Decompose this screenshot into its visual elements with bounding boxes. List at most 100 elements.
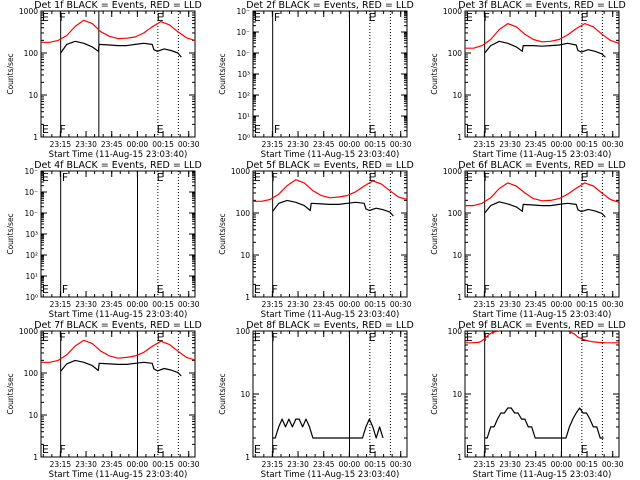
y-axis-label: Counts/sec <box>218 53 227 94</box>
series-line-2 <box>253 179 408 202</box>
x-axis-label: Start Time (11-Aug-15 23:03:40) <box>473 470 612 480</box>
flag-label-bottom: E <box>369 123 376 136</box>
panel-title: Det 8f BLACK = Events, RED = LLD <box>246 320 414 331</box>
flag-label-bottom: E <box>157 283 164 296</box>
flag-label-top: E <box>157 331 164 344</box>
x-axis-label: Start Time (11-Aug-15 23:03:40) <box>49 470 188 480</box>
x-tick-label: 00:15 <box>364 140 386 149</box>
x-tick-label: 23:15 <box>474 460 496 469</box>
x-tick-label: 00:30 <box>178 460 200 469</box>
x-tick-label: 00:00 <box>339 140 361 149</box>
x-tick-label: 00:30 <box>602 460 624 469</box>
flag-label-bottom: F <box>62 283 68 296</box>
series-line-2 <box>465 330 619 344</box>
panel-title: Det 4f BLACK = Events, RED = LLD <box>34 160 202 171</box>
x-axis-label: Start Time (11-Aug-15 23:03:40) <box>49 150 188 160</box>
x-tick-label: 23:15 <box>262 300 284 309</box>
flag-label-bottom: E <box>581 123 588 136</box>
x-tick-label: 00:15 <box>152 140 174 149</box>
flag-label-top: E <box>466 11 473 24</box>
y-tick-label: 10² <box>25 251 38 260</box>
panel-title: Det 6f BLACK = Events, RED = LLD <box>458 160 626 171</box>
y-axis-label: Counts/sec <box>218 373 227 414</box>
flag-label-top: E <box>369 171 376 184</box>
flag-label-bottom: E <box>157 443 164 456</box>
x-axis-label: Start Time (11-Aug-15 23:03:40) <box>473 310 612 320</box>
x-tick-label: 23:30 <box>499 460 521 469</box>
panel-7: Det 7f BLACK = Events, RED = LLD 1 10 100 10… <box>6 320 202 480</box>
panel-title: Det 1f BLACK = Events, RED = LLD <box>34 0 202 11</box>
y-tick-label: 10 <box>240 251 250 260</box>
flag-label-bottom: F <box>483 123 489 136</box>
flag-label-top: E <box>466 171 473 184</box>
series-line-2 <box>41 339 196 363</box>
plot-frame <box>40 170 196 298</box>
panel-4: Det 4f BLACK = Events, RED = LLD 10⁰ 10¹ 10… <box>6 160 202 320</box>
x-tick-label: 00:00 <box>551 300 573 309</box>
x-axis-label: Start Time (11-Aug-15 23:03:40) <box>261 310 400 320</box>
x-tick-label: 23:15 <box>262 140 284 149</box>
x-axis-label: Start Time (11-Aug-15 23:03:40) <box>261 150 400 160</box>
x-tick-label: 00:15 <box>364 460 386 469</box>
y-tick-label: 10³ <box>25 230 38 239</box>
x-tick-label: 00:30 <box>178 140 200 149</box>
series-line-2 <box>41 19 196 43</box>
y-tick-label: 10⁻ <box>24 167 38 176</box>
x-tick-label: 23:45 <box>313 140 335 149</box>
x-tick-label: 00:15 <box>576 140 598 149</box>
y-tick-label: 10 <box>28 91 38 100</box>
flag-label-top: E <box>369 11 376 24</box>
plot-frame <box>40 10 196 138</box>
panel-title: Det 7f BLACK = Events, RED = LLD <box>34 320 202 331</box>
y-tick-label: 10³ <box>237 70 250 79</box>
flag-label-top: E <box>369 331 376 344</box>
flag-label-bottom: F <box>483 283 489 296</box>
flag-label-bottom: E <box>581 443 588 456</box>
x-tick-label: 23:15 <box>50 140 72 149</box>
series-line-1 <box>272 418 384 439</box>
y-tick-label: 1000 <box>443 7 462 16</box>
plot-frame <box>40 330 196 458</box>
y-tick-label: 10 <box>452 390 462 399</box>
x-tick-label: 23:45 <box>101 300 123 309</box>
x-tick-label: 23:30 <box>287 140 309 149</box>
y-tick-label: 100 <box>448 209 463 218</box>
flag-label-bottom: E <box>254 443 261 456</box>
y-tick-label: 10¹ <box>25 272 38 281</box>
y-tick-label: 10⁻ <box>236 28 250 37</box>
flag-label-top: E <box>42 11 49 24</box>
x-tick-label: 00:15 <box>576 460 598 469</box>
y-tick-label: 1 <box>245 293 250 302</box>
y-tick-label: 100 <box>448 327 463 336</box>
panel-title: Det 5f BLACK = Events, RED = LLD <box>246 160 414 171</box>
x-tick-label: 23:45 <box>313 300 335 309</box>
flag-label-bottom: E <box>42 283 49 296</box>
y-axis-label: Counts/sec <box>430 373 439 414</box>
flag-label-bottom: F <box>59 443 65 456</box>
flag-label-top: F <box>62 171 68 184</box>
flag-label-bottom: F <box>271 283 277 296</box>
panel-6: Det 6f BLACK = Events, RED = LLD 1 10 100 10… <box>430 160 626 320</box>
x-tick-label: 00:30 <box>390 300 412 309</box>
x-tick-label: 00:00 <box>551 140 573 149</box>
x-tick-label: 00:30 <box>390 460 412 469</box>
flag-label-bottom: E <box>42 443 49 456</box>
x-axis-label: Start Time (11-Aug-15 23:03:40) <box>261 470 400 480</box>
flag-label-bottom: E <box>466 283 473 296</box>
flag-label-bottom: F <box>59 123 65 136</box>
y-tick-label: 100 <box>24 49 39 58</box>
flag-label-bottom: E <box>466 123 473 136</box>
x-tick-label: 23:15 <box>50 300 72 309</box>
flag-label-bottom: F <box>271 443 277 456</box>
y-tick-label: 1000 <box>231 167 250 176</box>
plot-frame <box>464 170 620 298</box>
x-axis-label: Start Time (11-Aug-15 23:03:40) <box>49 310 188 320</box>
flag-label-bottom: E <box>369 443 376 456</box>
flag-label-bottom: E <box>42 123 49 136</box>
x-tick-label: 23:30 <box>75 140 97 149</box>
flag-label-top: F <box>59 11 65 24</box>
x-tick-label: 23:45 <box>525 140 547 149</box>
flag-label-top: F <box>271 331 277 344</box>
y-tick-label: 1 <box>33 133 38 142</box>
flag-label-top: F <box>274 11 280 24</box>
